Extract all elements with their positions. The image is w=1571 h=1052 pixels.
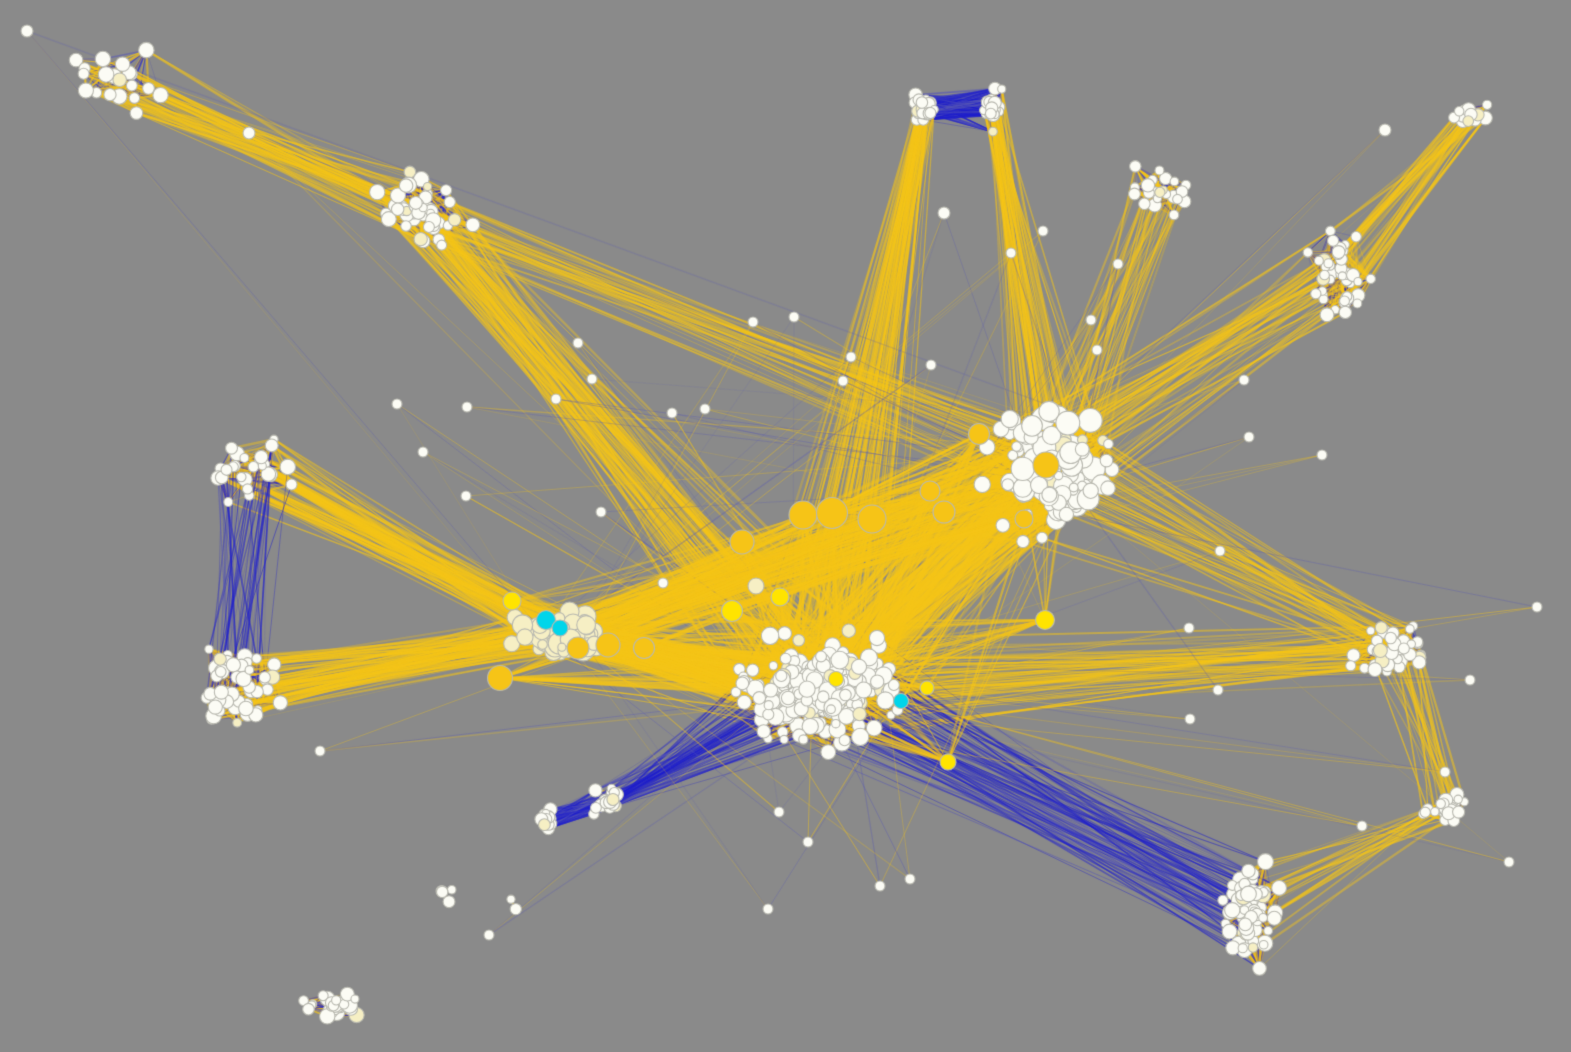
network-graph-visualization[interactable] [0,0,1571,1052]
graph-canvas[interactable] [0,0,1571,1052]
